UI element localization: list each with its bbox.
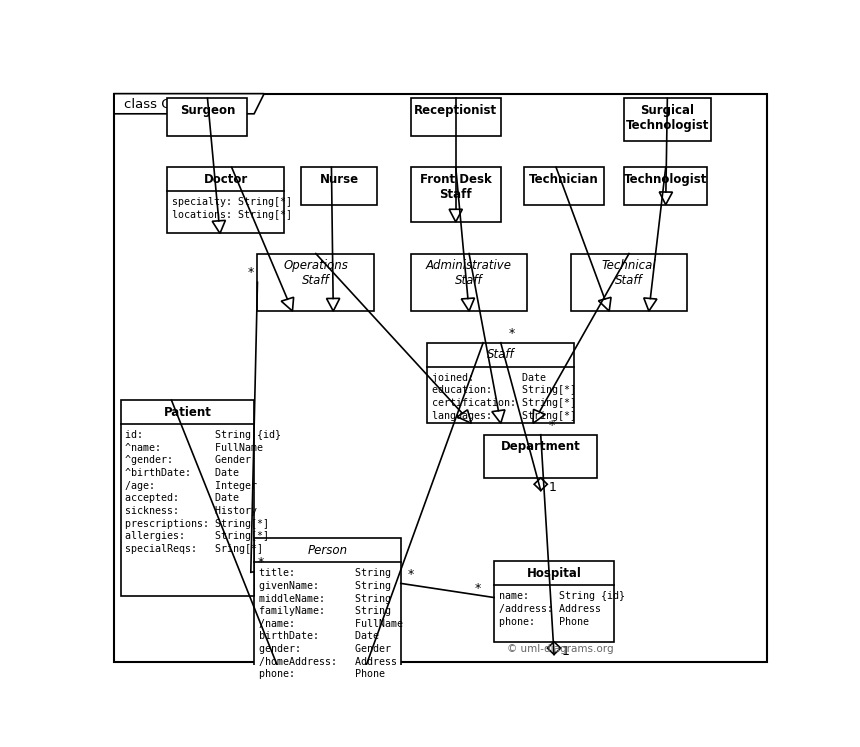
Text: Technical
Staff: Technical Staff [602,259,656,287]
Text: /age:          Integer: /age: Integer [126,481,257,491]
Text: phone:          Phone: phone: Phone [259,669,384,680]
Text: 1: 1 [549,481,556,494]
FancyBboxPatch shape [411,253,527,311]
Text: Hospital: Hospital [526,567,581,580]
Text: Technologist: Technologist [624,173,708,186]
Text: joined:        Date: joined: Date [432,373,546,382]
Text: Surgical
Technologist: Surgical Technologist [626,104,709,131]
FancyBboxPatch shape [255,539,401,699]
FancyBboxPatch shape [624,99,710,141]
Text: *: * [257,557,264,569]
Text: Patient: Patient [163,406,212,419]
Text: Surgeon: Surgeon [180,104,235,117]
Text: *: * [408,568,414,580]
Text: specialReqs:   Sring[*]: specialReqs: Sring[*] [126,544,263,554]
Text: © uml-diagrams.org: © uml-diagrams.org [507,645,614,654]
FancyBboxPatch shape [301,167,378,205]
Text: accepted:      Date: accepted: Date [126,494,239,503]
FancyBboxPatch shape [411,167,501,222]
Text: Staff: Staff [487,348,514,362]
Text: prescriptions: String[*]: prescriptions: String[*] [126,518,269,529]
Text: *: * [549,419,555,432]
Text: languages:     String[*]: languages: String[*] [432,411,576,421]
Text: /name:          FullName: /name: FullName [259,619,402,629]
Text: *: * [475,582,481,595]
FancyBboxPatch shape [120,400,255,596]
Text: birthDate:      Date: birthDate: Date [259,631,378,642]
Text: Receptionist: Receptionist [415,104,497,117]
FancyBboxPatch shape [411,99,501,136]
Text: id:            String {id}: id: String {id} [126,430,281,440]
Text: Doctor: Doctor [204,173,248,186]
Text: givenName:      String: givenName: String [259,581,390,591]
Text: gender:         Gender: gender: Gender [259,644,390,654]
Text: locations: String[*]: locations: String[*] [172,210,292,220]
Text: /address: Address: /address: Address [499,604,601,614]
FancyBboxPatch shape [114,93,767,662]
FancyBboxPatch shape [494,561,614,642]
Text: middleName:     String: middleName: String [259,594,390,604]
Text: allergies:     String[*]: allergies: String[*] [126,531,269,542]
Text: ^birthDate:    Date: ^birthDate: Date [126,468,239,478]
Text: Administrative
Staff: Administrative Staff [426,259,512,287]
Text: /homeAddress:   Address: /homeAddress: Address [259,657,396,667]
FancyBboxPatch shape [257,253,374,311]
Text: ^gender:       Gender: ^gender: Gender [126,456,251,465]
Text: *: * [509,327,515,340]
Text: Person: Person [307,544,347,557]
Text: phone:    Phone: phone: Phone [499,616,589,627]
Text: Nurse: Nurse [320,173,359,186]
FancyBboxPatch shape [168,167,284,233]
Text: name:     String {id}: name: String {id} [499,591,624,601]
Text: education:     String[*]: education: String[*] [432,385,576,395]
Text: Front Desk
Staff: Front Desk Staff [420,173,492,200]
Text: ^name:         FullName: ^name: FullName [126,443,263,453]
Polygon shape [114,93,264,114]
Text: Operations
Staff: Operations Staff [283,259,348,287]
FancyBboxPatch shape [168,99,248,136]
FancyBboxPatch shape [427,343,574,424]
Text: title:          String: title: String [259,568,390,578]
Text: sickness:      History: sickness: History [126,506,257,516]
Text: certification: String[*]: certification: String[*] [432,398,576,408]
Text: familyName:     String: familyName: String [259,606,390,616]
FancyBboxPatch shape [624,167,707,205]
Text: Department: Department [501,440,580,453]
FancyBboxPatch shape [571,253,687,311]
Text: 1: 1 [562,645,570,657]
FancyBboxPatch shape [484,435,598,478]
Text: class Organization: class Organization [124,98,247,111]
FancyBboxPatch shape [524,167,604,205]
Text: specialty: String[*]: specialty: String[*] [172,197,292,207]
Text: Technician: Technician [529,173,599,186]
Text: *: * [248,267,255,279]
